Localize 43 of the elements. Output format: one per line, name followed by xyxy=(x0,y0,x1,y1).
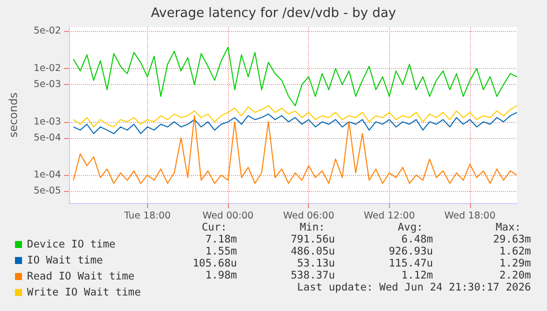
x-tick-label: Wed 06:00 xyxy=(283,210,334,222)
legend-label: Read IO Wait time xyxy=(27,270,134,282)
text: 6.48m xyxy=(401,234,433,246)
text: Max: xyxy=(496,222,521,234)
line-series xyxy=(72,105,518,128)
text: 1.55m xyxy=(205,246,237,258)
x-tick-label: Wed 18:00 xyxy=(444,210,496,222)
text: 105.68u xyxy=(192,258,237,270)
legend-label: Device IO time xyxy=(27,238,116,250)
text: 538.37u xyxy=(290,270,335,282)
y-tick-label: 5e-05 xyxy=(34,186,61,197)
text: Avg: xyxy=(398,222,423,234)
y-tick-label: 1e-04 xyxy=(34,170,61,181)
y-tick-label: 5e-03 xyxy=(34,79,61,90)
line-series xyxy=(72,46,518,106)
x-tick-label: Wed 00:00 xyxy=(202,210,254,222)
line-series xyxy=(72,112,518,134)
y-axis-title: seconds xyxy=(7,92,20,138)
y-tick-label: 5e-02 xyxy=(34,26,61,37)
text: Min: xyxy=(300,222,325,234)
y-tick-label: 1e-02 xyxy=(34,62,61,74)
text: 7.18m xyxy=(205,234,237,246)
line-series xyxy=(72,115,518,184)
x-tick-label: Tue 18:00 xyxy=(123,210,171,222)
chart-title: Average latency for /dev/vdb - by day xyxy=(150,6,396,21)
text: Cur: xyxy=(202,222,227,234)
text: Last update: Wed Jun 24 21:30:17 2026 xyxy=(297,282,531,294)
text: 1.62m xyxy=(499,246,531,258)
text: 1.29m xyxy=(499,258,531,270)
text: 115.47u xyxy=(388,258,433,270)
text: 2.20m xyxy=(499,270,531,282)
legend-label: Write IO Wait time xyxy=(27,286,141,298)
text: 1.98m xyxy=(205,270,237,282)
text: 791.56u xyxy=(290,234,335,246)
legend-label: IO Wait time xyxy=(27,254,103,266)
text: 1.12m xyxy=(401,270,433,282)
x-tick-label: Wed 12:00 xyxy=(364,210,415,222)
text: 926.93u xyxy=(388,246,433,258)
text: 486.05u xyxy=(290,246,335,258)
y-tick-label: 1e-03 xyxy=(34,116,61,128)
text: 29.63m xyxy=(493,234,531,246)
text: 53.13u xyxy=(297,258,335,270)
y-tick-label: 5e-04 xyxy=(34,132,61,144)
